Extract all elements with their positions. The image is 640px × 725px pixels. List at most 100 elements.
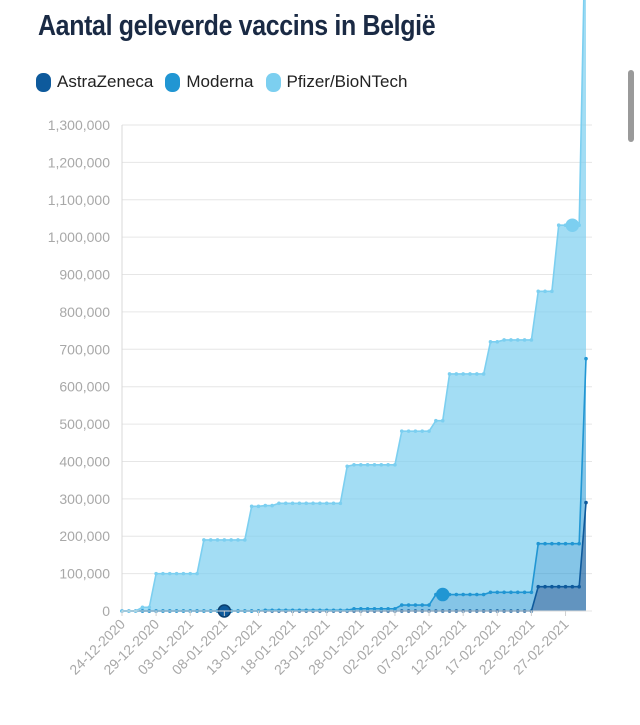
point-moderna [372, 606, 377, 611]
y-axis: 0 100,000 200,000 300,000 400,000 500,000 600,… [48, 117, 123, 619]
point-astrazeneca [563, 584, 568, 589]
vertical-scrollbar[interactable] [628, 70, 634, 142]
point-pfizer-biontech [311, 501, 315, 506]
point-astrazeneca [577, 584, 581, 589]
x-axis: 24-12-202029-12-202003-01-202108-01-2021… [66, 610, 586, 678]
point-moderna [522, 590, 527, 595]
point-pfizer-biontech [195, 571, 199, 576]
point-moderna [461, 592, 465, 597]
point-pfizer-biontech [215, 538, 220, 542]
point-pfizer-biontech [208, 538, 213, 542]
point-pfizer-biontech [243, 538, 247, 542]
point-moderna [427, 603, 431, 607]
point-pfizer-biontech [393, 463, 397, 467]
y-tick-label: 700,000 [59, 341, 110, 357]
y-tick-label: 1,200,000 [48, 154, 110, 170]
point-pfizer-biontech [174, 571, 179, 576]
point-pfizer-biontech [167, 571, 172, 576]
point-moderna [283, 608, 288, 613]
point-moderna [502, 590, 506, 595]
legend-swatch-pfizer [265, 72, 281, 92]
point-pfizer-biontech [236, 538, 240, 542]
point-moderna [270, 608, 274, 613]
point-pfizer-biontech [386, 463, 390, 467]
point-pfizer-biontech [434, 418, 438, 423]
point-pfizer-biontech [522, 338, 527, 342]
y-tick-label: 800,000 [59, 304, 110, 320]
point-astrazeneca [556, 584, 561, 589]
y-tick-label: 0 [102, 603, 110, 619]
point-astrazeneca [570, 584, 575, 589]
point-moderna [365, 606, 370, 611]
legend-item-pfizer[interactable]: Pfizer/BioNTech [265, 72, 407, 92]
point-pfizer-biontech [297, 501, 302, 506]
point-pfizer-biontech [331, 501, 336, 506]
point-pfizer-biontech [161, 571, 165, 576]
point-moderna [488, 590, 493, 595]
point-pfizer-biontech [440, 418, 445, 423]
series-areas [122, 0, 586, 611]
legend-swatch-astrazeneca [36, 72, 51, 92]
point-pfizer-biontech [352, 463, 356, 467]
point-moderna [529, 590, 534, 595]
point-moderna [536, 541, 541, 546]
y-tick-label: 300,000 [59, 491, 110, 507]
point-moderna [379, 606, 384, 611]
point-moderna [509, 590, 513, 595]
point-pfizer-biontech [324, 501, 329, 506]
point-pfizer-biontech [304, 501, 309, 506]
point-pfizer-biontech [249, 504, 254, 509]
legend-item-moderna[interactable]: Moderna [165, 72, 254, 92]
y-tick-label: 1,100,000 [48, 192, 110, 208]
point-astrazeneca [536, 584, 541, 589]
legend-swatch-moderna [165, 72, 181, 92]
point-moderna [413, 603, 418, 607]
point-moderna [318, 608, 322, 613]
highlight-markers [217, 218, 580, 618]
point-moderna [345, 608, 349, 613]
point-moderna [297, 608, 302, 613]
point-moderna [277, 608, 281, 613]
point-pfizer-biontech [536, 289, 541, 294]
legend-item-astrazeneca[interactable]: AstraZeneca [36, 72, 153, 92]
point-pfizer-biontech [406, 429, 411, 433]
point-moderna [338, 608, 343, 613]
point-pfizer-biontech [461, 372, 465, 376]
point-pfizer-biontech [515, 338, 520, 342]
highlight-pfizer-biontech [565, 218, 580, 232]
point-pfizer-biontech [270, 503, 274, 508]
legend-label-moderna: Moderna [186, 72, 254, 91]
highlight-moderna [435, 587, 450, 602]
point-pfizer-biontech [399, 429, 404, 433]
point-pfizer-biontech [202, 538, 206, 542]
point-pfizer-biontech [359, 463, 363, 467]
point-pfizer-biontech [468, 372, 472, 376]
point-pfizer-biontech [147, 605, 152, 610]
point-astrazeneca [584, 500, 588, 505]
legend-label-astrazeneca: AstraZeneca [57, 72, 154, 91]
point-pfizer-biontech [140, 605, 145, 610]
point-moderna [420, 603, 425, 607]
area-astrazeneca [122, 502, 586, 611]
y-tick-label: 600,000 [59, 379, 110, 395]
point-pfizer-biontech [263, 503, 268, 508]
point-moderna [550, 541, 554, 546]
area-pfizer-biontech [122, 0, 586, 611]
point-moderna [543, 541, 547, 546]
point-pfizer-biontech [181, 571, 186, 576]
point-moderna [481, 592, 486, 597]
point-pfizer-biontech [550, 289, 554, 294]
point-moderna [331, 608, 336, 613]
point-moderna [454, 592, 459, 597]
point-moderna [563, 541, 568, 546]
point-pfizer-biontech [345, 464, 349, 469]
point-astrazeneca [550, 584, 554, 589]
point-pfizer-biontech [495, 340, 500, 344]
point-moderna [468, 592, 472, 597]
y-tick-label: 400,000 [59, 453, 110, 469]
y-tick-label: 100,000 [59, 566, 110, 582]
point-moderna [359, 606, 363, 611]
point-moderna [556, 541, 561, 546]
point-moderna [304, 608, 309, 613]
point-pfizer-biontech [488, 340, 493, 344]
